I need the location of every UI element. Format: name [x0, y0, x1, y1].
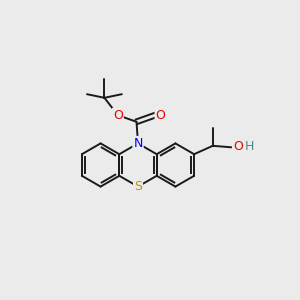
Text: O: O: [233, 140, 243, 153]
Text: H: H: [245, 140, 255, 153]
Text: S: S: [134, 180, 142, 193]
Text: N: N: [133, 137, 143, 150]
Text: O: O: [156, 109, 165, 122]
Text: O: O: [113, 109, 123, 122]
